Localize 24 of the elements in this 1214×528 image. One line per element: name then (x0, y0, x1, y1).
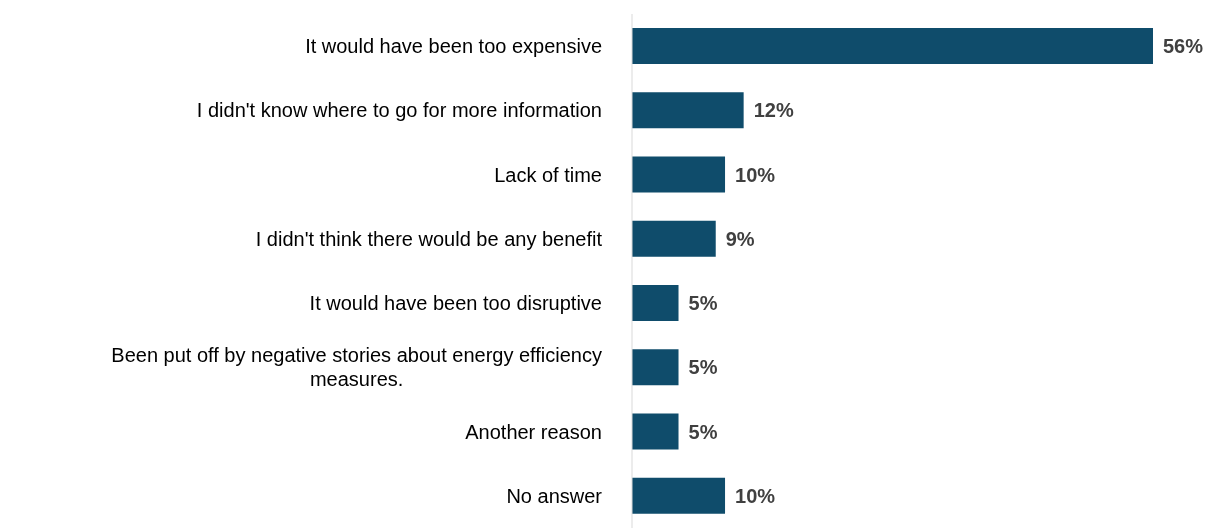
bar (632, 349, 679, 386)
bar (632, 477, 726, 514)
data-label: 12% (753, 99, 794, 122)
data-label: 56% (1163, 35, 1204, 58)
data-label: 10% (735, 163, 776, 186)
y-tick-label: Another reason (465, 420, 602, 443)
bar (632, 28, 1153, 64)
y-tick-label: I didn't think there would be any benefit (255, 227, 603, 250)
data-label: 5% (688, 292, 718, 315)
bar (632, 156, 726, 193)
data-label: 5% (688, 420, 718, 443)
y-tick-label: It would have been too disruptive (309, 292, 602, 315)
data-label: 5% (688, 356, 718, 379)
data-label: 10% (735, 484, 776, 507)
y-tick-label: No answer (506, 484, 603, 507)
bar (632, 92, 744, 129)
data-label: 9% (725, 227, 755, 250)
y-tick-label: I didn't know where to go for more information (196, 99, 602, 122)
y-tick-label: It would have been too expensive (305, 35, 602, 58)
y-tick-label: Lack of time (494, 163, 602, 186)
y-tick-label: Been put off by negative stories about energy efficiency measures. (111, 344, 602, 391)
bar (632, 413, 679, 450)
bar (632, 220, 716, 257)
bar (632, 285, 679, 321)
